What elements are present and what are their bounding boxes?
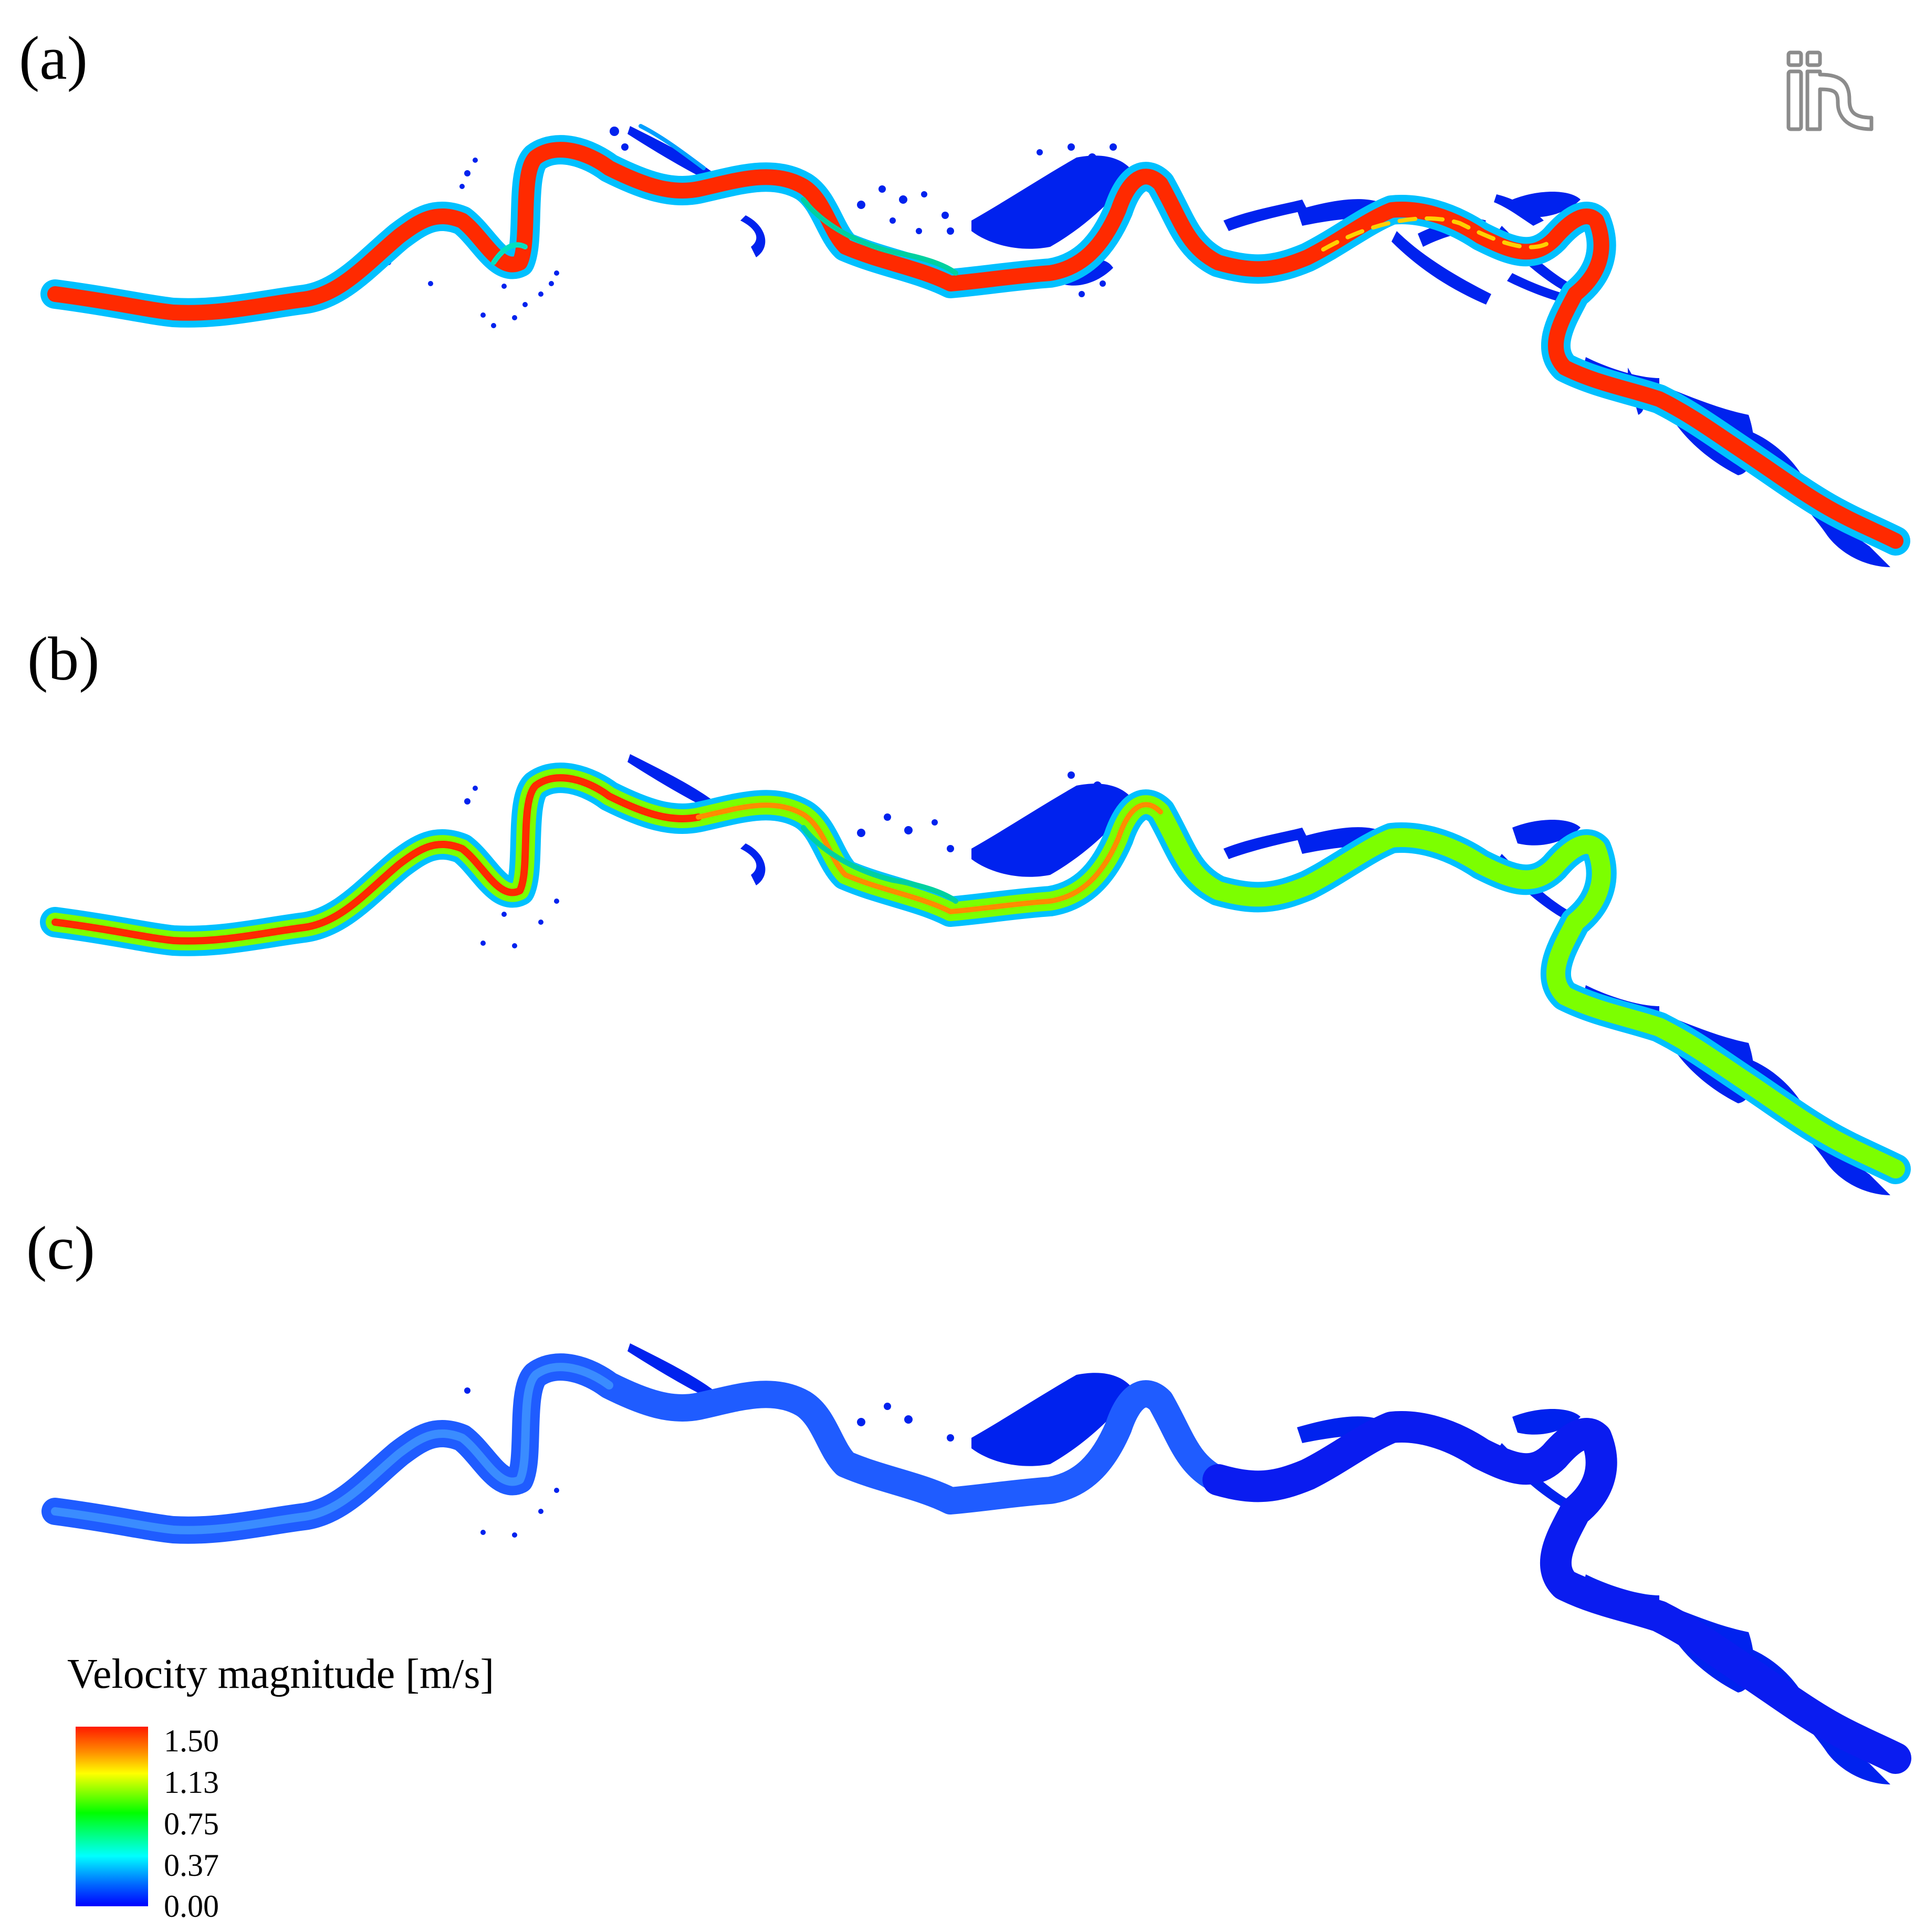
river-map-b — [40, 754, 1911, 1195]
colorbar-tick-label: 0.37 — [164, 1848, 219, 1883]
colorbar — [76, 1727, 148, 1906]
river-outline-a — [40, 135, 1910, 556]
river-mid-a — [1321, 216, 1556, 252]
river-map-c — [41, 1343, 1911, 1784]
river-core-a — [47, 142, 1903, 549]
river-outline-b — [40, 763, 1911, 1184]
iric-logo — [1786, 50, 1874, 131]
colorbar-tick-label: 1.50 — [164, 1724, 219, 1758]
side-channel-a2 — [639, 124, 706, 170]
panel-label-b: (b) — [27, 624, 100, 693]
river-wide-c — [1202, 1411, 1911, 1774]
river-map-a — [40, 124, 1910, 567]
side-channel-b1 — [801, 825, 958, 904]
river-core-b — [46, 768, 1905, 1178]
legend-title: Velocity magnitude [m/s] — [67, 1651, 495, 1697]
side-channel-a3 — [491, 242, 528, 265]
river-fast-b2 — [696, 802, 1163, 914]
colorbar-tick-label: 0.75 — [164, 1806, 219, 1841]
side-channel-a1 — [801, 197, 958, 276]
river-fast-b1 — [51, 774, 702, 945]
panel-label-c: (c) — [26, 1214, 95, 1282]
colorbar-tick-label: 1.13 — [164, 1765, 219, 1800]
river-channel-c — [41, 1353, 1909, 1772]
river-core-c — [51, 1363, 613, 1534]
panel-label-a: (a) — [19, 24, 88, 92]
colorbar-tick-label: 0.00 — [164, 1889, 219, 1924]
